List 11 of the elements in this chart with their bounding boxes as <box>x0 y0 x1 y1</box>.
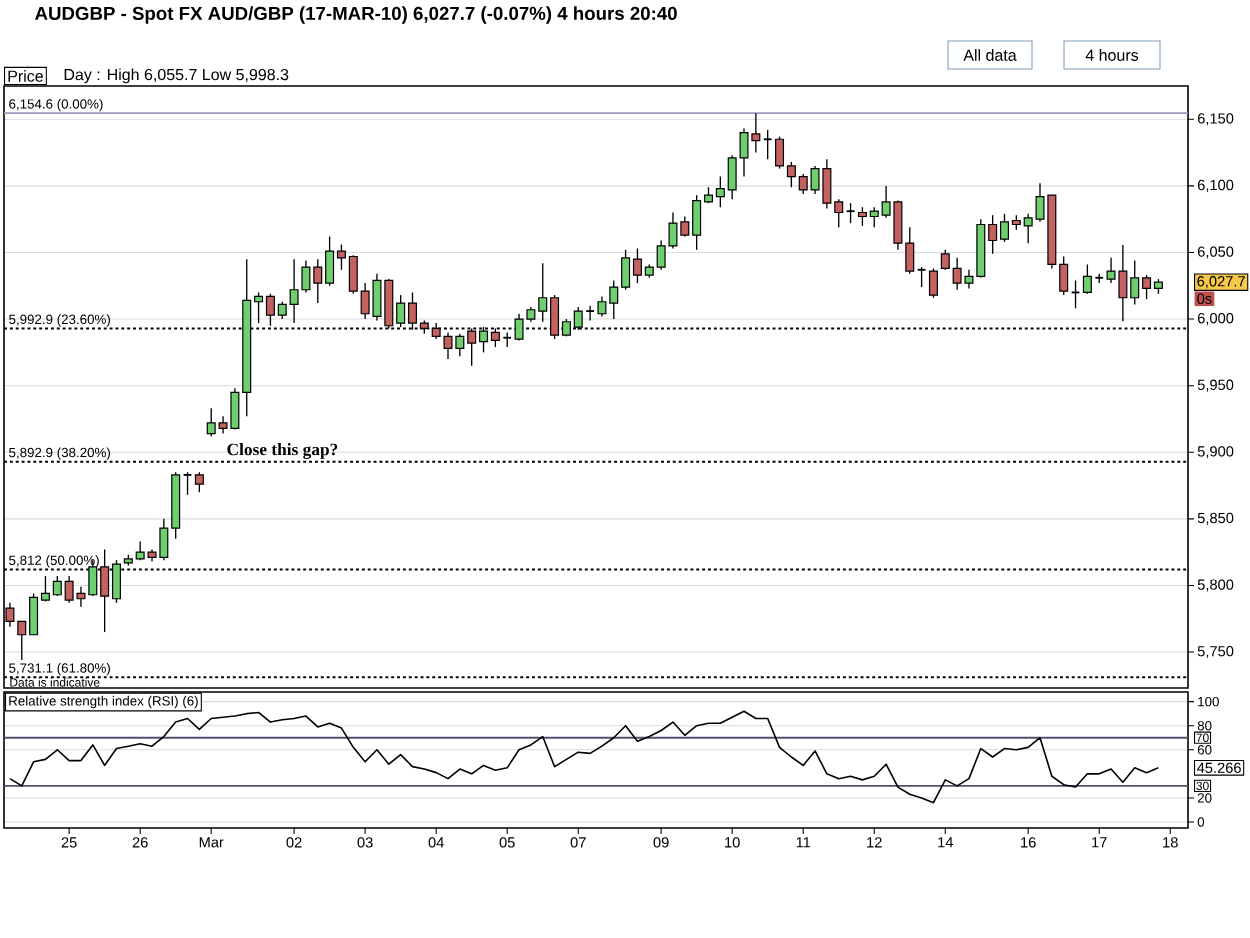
chart-subtitle: Day : High 6,055.7 Low 5,998.3 <box>64 68 289 84</box>
text: 4 hours <box>1085 49 1139 61</box>
annotation: Close this gap? <box>227 443 338 459</box>
candlestick <box>845 202 856 224</box>
candlestick <box>194 471 204 493</box>
candlestick <box>1070 279 1081 310</box>
candlestick <box>182 471 193 496</box>
chart-title: AUDGBP - Spot FX AUD/GBP (17-MAR-10) 6,027.7 (-0.07%) 4 hours 20:40 <box>35 6 677 24</box>
text: All data <box>963 49 1017 61</box>
line-series <box>9 710 1160 804</box>
y-axis-title: Price <box>8 70 43 82</box>
